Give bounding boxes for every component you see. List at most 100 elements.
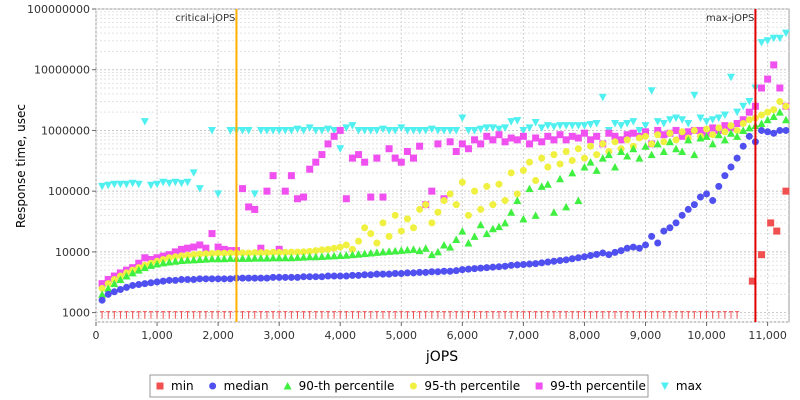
data-point <box>745 132 753 140</box>
legend-label: max <box>676 379 702 393</box>
data-point <box>654 239 662 247</box>
data-point <box>635 134 643 142</box>
data-point <box>409 126 418 135</box>
data-point <box>611 138 619 146</box>
data-point <box>403 147 411 155</box>
data-point <box>184 276 192 284</box>
data-point <box>556 160 564 168</box>
data-point <box>526 158 534 166</box>
baseline-marker <box>283 311 288 319</box>
baseline-marker <box>350 311 355 319</box>
data-point <box>360 126 369 135</box>
data-point <box>458 140 466 148</box>
data-point <box>300 248 308 256</box>
data-point <box>580 154 588 162</box>
legend-label: median <box>224 379 269 393</box>
data-point <box>702 118 711 126</box>
data-point <box>507 134 515 142</box>
y-tick-label: 10000000 <box>34 64 90 77</box>
data-point <box>330 251 339 260</box>
data-point <box>549 123 558 131</box>
data-point <box>471 265 479 273</box>
data-point <box>348 154 356 162</box>
data-point <box>720 135 729 144</box>
baseline-marker <box>558 311 563 319</box>
data-point <box>452 267 460 275</box>
data-point <box>660 131 668 139</box>
data-point <box>141 254 149 262</box>
baseline-marker <box>722 311 727 319</box>
baseline-marker <box>478 311 483 319</box>
baseline-marker <box>619 311 624 319</box>
data-point <box>758 84 766 92</box>
baseline-marker <box>606 311 611 319</box>
data-point <box>709 131 717 139</box>
data-point <box>642 128 650 136</box>
data-point <box>605 129 613 137</box>
x-tick-label: 2,000 <box>202 329 234 342</box>
data-point <box>275 253 284 262</box>
data-point <box>281 248 289 256</box>
data-point <box>391 246 400 255</box>
x-tick-label: 1,000 <box>141 329 173 342</box>
data-point <box>184 251 192 259</box>
data-point <box>629 243 637 251</box>
data-point <box>385 126 394 135</box>
data-point <box>403 215 411 223</box>
data-point <box>709 197 717 205</box>
x-tick-label: 3,000 <box>263 329 295 342</box>
data-point <box>471 136 479 144</box>
legend-swatch <box>660 382 669 390</box>
data-point <box>782 102 790 110</box>
data-point <box>672 114 681 123</box>
data-point <box>708 116 717 124</box>
data-point <box>244 126 253 135</box>
baseline-marker <box>362 311 367 319</box>
data-point <box>287 253 296 262</box>
data-point <box>415 126 424 135</box>
data-point <box>366 248 375 257</box>
x-tick-label: 9,000 <box>630 329 662 342</box>
data-point <box>537 182 546 190</box>
baseline-marker <box>472 311 477 319</box>
data-point <box>684 135 693 144</box>
baseline-marker <box>674 311 679 319</box>
data-point <box>543 180 552 188</box>
x-tick-label: 8,000 <box>569 329 601 342</box>
baseline-marker <box>533 311 538 319</box>
x-tick-label: 4,000 <box>324 329 356 342</box>
data-point <box>355 271 363 279</box>
data-point <box>336 251 345 260</box>
baseline-marker <box>496 311 501 319</box>
data-point <box>574 134 582 142</box>
data-point <box>703 125 711 133</box>
data-point <box>641 122 650 130</box>
data-point <box>781 29 790 38</box>
y-tick-label: 1000 <box>62 307 90 320</box>
data-point <box>317 252 326 260</box>
data-point <box>593 151 601 159</box>
data-point <box>672 126 680 134</box>
data-point <box>764 128 772 136</box>
marker-label: critical-jOPS <box>175 13 235 24</box>
data-point <box>281 273 289 281</box>
baseline-marker <box>295 311 300 319</box>
data-point <box>458 114 467 123</box>
data-point <box>745 97 754 106</box>
data-point <box>748 277 756 285</box>
data-point <box>372 126 381 135</box>
baseline-marker <box>264 311 269 319</box>
data-point <box>483 264 491 272</box>
data-point <box>635 154 644 162</box>
x-tick-label: 11,000 <box>748 329 787 342</box>
data-point <box>770 61 778 69</box>
baseline-marker <box>692 311 697 319</box>
baseline-marker <box>161 311 166 319</box>
data-point <box>342 272 350 280</box>
data-point <box>416 142 424 150</box>
data-point <box>477 205 485 213</box>
data-point <box>330 272 338 280</box>
data-point <box>617 136 625 144</box>
data-point <box>458 227 467 235</box>
baseline-marker <box>148 311 153 319</box>
